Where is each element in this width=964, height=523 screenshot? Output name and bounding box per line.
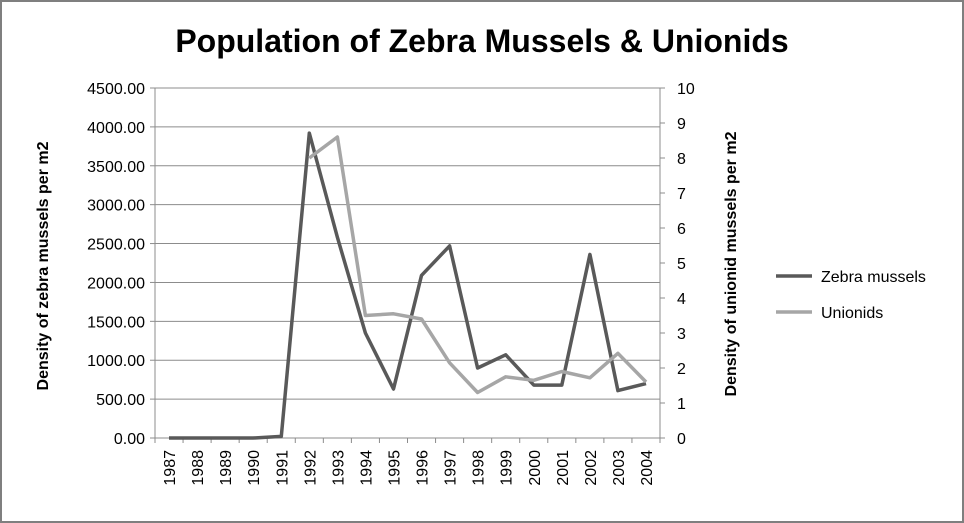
x-tick-label: 2003 (611, 450, 628, 486)
right-tick-label: 5 (677, 256, 686, 273)
right-tick-label: 4 (677, 291, 686, 308)
x-tick-label: 1988 (190, 450, 207, 486)
right-tick-label: 2 (677, 361, 686, 378)
legend: Zebra mussels Unionids (776, 269, 926, 322)
x-tick-label: 2004 (639, 450, 656, 486)
left-axis-title: Density of zebra mussels per m2 (35, 141, 52, 390)
right-axis-title: Density of unionid mussels per m2 (723, 131, 740, 396)
x-tick-label: 1995 (386, 450, 403, 486)
left-tick-label: 2000.00 (87, 275, 145, 292)
x-tick-label: 2000 (527, 450, 544, 486)
legend-label: Unionids (821, 305, 883, 322)
left-tick-label: 0.00 (114, 431, 145, 448)
x-tick-label: 1997 (443, 450, 460, 486)
x-tick-label: 1990 (246, 450, 263, 486)
left-tick-label: 1000.00 (87, 353, 145, 370)
x-tick-label: 1991 (274, 450, 291, 486)
x-tick-label: 1994 (358, 450, 375, 486)
left-tick-label: 4000.00 (87, 120, 145, 137)
legend-label: Zebra mussels (821, 269, 926, 286)
x-tick-label: 1989 (218, 450, 235, 486)
right-tick-label: 6 (677, 221, 686, 238)
x-tick-label: 1996 (415, 450, 432, 486)
x-tick-label: 1992 (302, 450, 319, 486)
x-tick-label: 1987 (162, 450, 179, 486)
x-tick-label: 1999 (499, 450, 516, 486)
right-tick-label: 7 (677, 186, 686, 203)
x-tick-label: 1998 (471, 450, 488, 486)
x-tick-label: 1993 (330, 450, 347, 486)
left-tick-label: 3000.00 (87, 198, 145, 215)
series-line-zebra-mussels (169, 131, 647, 440)
right-tick-label: 9 (677, 116, 686, 133)
right-tick-label: 0 (677, 431, 686, 448)
gridlines (155, 87, 660, 400)
right-tick-label: 3 (677, 326, 686, 343)
right-axis-ticks: 0 1 2 3 4 5 6 7 8 9 10 (660, 81, 695, 448)
series-line-unionids (308, 135, 648, 395)
left-tick-label: 4500.00 (87, 81, 145, 98)
x-tick-label: 2001 (555, 450, 572, 486)
right-tick-label: 10 (677, 81, 695, 98)
chart-title: Population of Zebra Mussels & Unionids (175, 23, 788, 59)
right-tick-label: 8 (677, 151, 686, 168)
x-tick-label: 2002 (583, 450, 600, 486)
left-tick-label: 2500.00 (87, 237, 145, 254)
x-axis-ticks: 1987 1988 1989 1990 1991 1992 1993 1994 1995 1996… (154, 438, 661, 486)
left-tick-label: 1500.00 (87, 314, 145, 331)
axes (154, 88, 661, 439)
left-axis-ticks: 0.00 500.00 1000.00 1500.00 2000.00 2500.00 30… (87, 81, 155, 448)
left-tick-label: 500.00 (96, 392, 145, 409)
series-lines (169, 131, 648, 440)
left-tick-label: 3500.00 (87, 159, 145, 176)
right-tick-label: 1 (677, 396, 686, 413)
